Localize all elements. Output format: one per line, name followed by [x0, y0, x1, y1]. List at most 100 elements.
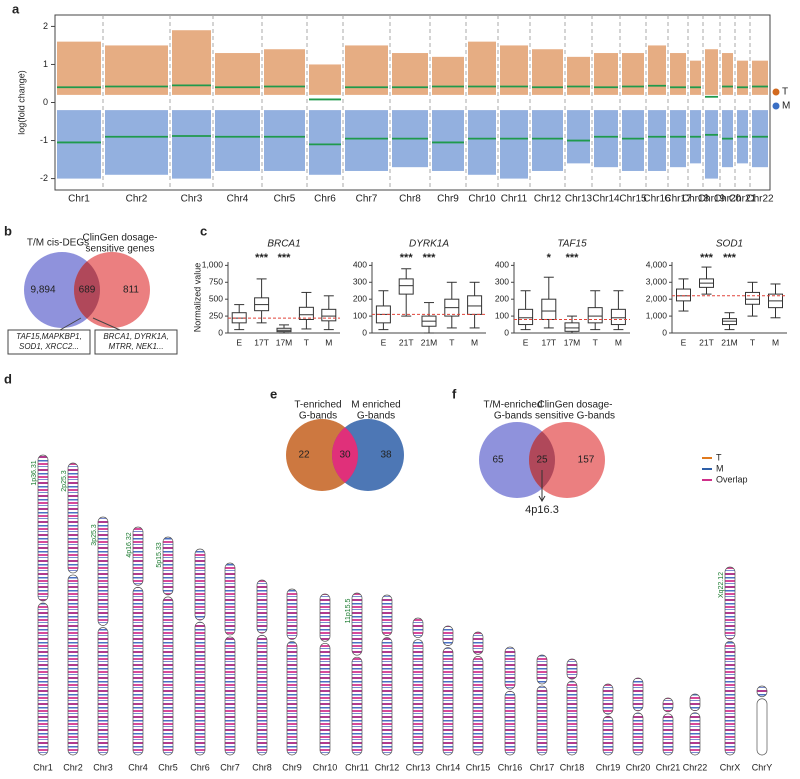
- point-cloud: [105, 110, 168, 175]
- y-tick-label: 200: [495, 293, 509, 303]
- venn-count: 157: [578, 455, 595, 466]
- chromosome-arm: [286, 588, 298, 640]
- significance: ***: [278, 252, 292, 264]
- significance: *: [547, 252, 552, 264]
- legend-swatch: [772, 88, 780, 96]
- chromosome-label: Chr16: [498, 762, 523, 772]
- chromosome-arm: [504, 646, 516, 690]
- chromosome-label: Chr10: [313, 762, 338, 772]
- chart-title: TAF15: [557, 239, 587, 250]
- venn-title: sensitive G-bands: [535, 411, 615, 422]
- venn-title: G-bands: [357, 411, 395, 422]
- chromosome-arm: [37, 454, 49, 602]
- x-tick-label: M: [471, 337, 478, 347]
- chromosome-arm: [442, 647, 454, 756]
- x-tick-label: Chr20: [714, 194, 742, 205]
- box: [467, 295, 483, 315]
- y-tick-label: 3,000: [646, 277, 668, 287]
- legend-label: M: [782, 101, 790, 112]
- legend-swatch: [772, 102, 780, 110]
- point-cloud: [648, 110, 666, 171]
- point-cloud: [752, 110, 768, 168]
- x-tick-label: T: [304, 337, 309, 347]
- chromosome-arm: [566, 658, 578, 680]
- callout-label: 4p16.3: [525, 504, 559, 516]
- x-tick-label: 21T: [399, 337, 414, 347]
- x-tick-label: E: [236, 337, 242, 347]
- band-label: 4p16.32: [126, 532, 133, 557]
- point-cloud: [57, 41, 101, 95]
- chart-title: BRCA1: [267, 239, 300, 250]
- x-tick-label: Chr7: [356, 194, 378, 205]
- point-cloud: [500, 110, 528, 179]
- venn-count: 9,894: [30, 285, 55, 296]
- chromosome-label: Chr22: [683, 762, 708, 772]
- chromosome-label: Chr9: [282, 762, 302, 772]
- chart-title: SOD1: [716, 239, 743, 250]
- y-tick-label: -1: [40, 135, 48, 145]
- chromosome-arm: [381, 594, 393, 636]
- chromosome-arm: [504, 690, 516, 756]
- x-tick-label: M: [325, 337, 332, 347]
- chromosome-label: Chr6: [190, 762, 210, 772]
- box: [398, 278, 414, 295]
- venn-count: 25: [536, 455, 548, 466]
- point-cloud: [345, 110, 388, 171]
- chromosome-arm: [162, 596, 174, 756]
- y-tick-label: 2,000: [646, 293, 668, 303]
- x-tick-label: Chr3: [181, 194, 203, 205]
- chromosome-arm: [319, 593, 331, 642]
- x-tick-label: Chr18: [682, 194, 710, 205]
- band-label: 2p25.3: [61, 470, 68, 492]
- x-tick-label: M: [772, 337, 779, 347]
- x-tick-label: Chr1: [68, 194, 90, 205]
- chromosome-arm: [602, 683, 614, 715]
- x-tick-label: Chr2: [126, 194, 148, 205]
- significance: ***: [255, 252, 269, 264]
- chromosome-arm: [351, 592, 363, 656]
- chromosome-arm: [286, 641, 298, 756]
- legend-label: T: [716, 452, 722, 462]
- venn-title: T-enriched: [294, 400, 341, 411]
- point-cloud: [172, 30, 211, 95]
- venn-title: sensitive genes: [86, 244, 155, 255]
- band-label: 1p36.31: [31, 460, 38, 485]
- x-tick-label: Chr9: [437, 194, 459, 205]
- point-cloud: [622, 53, 644, 95]
- chromosome-label: Chr20: [626, 762, 651, 772]
- chromosome-arm: [689, 712, 701, 756]
- box: [676, 288, 691, 302]
- venn-title: ClinGen dosage-: [82, 233, 157, 244]
- box: [745, 291, 760, 305]
- venn-title: G-bands: [299, 411, 337, 422]
- venn-count: 65: [492, 455, 504, 466]
- point-cloud: [105, 45, 168, 95]
- significance: ***: [423, 252, 437, 264]
- chromosome-arm: [381, 637, 393, 756]
- pointer: [59, 317, 82, 331]
- point-cloud: [264, 49, 305, 95]
- x-tick-label: Chr11: [501, 194, 528, 205]
- chromosome-label: Chr1: [33, 762, 53, 772]
- chromosome-arm: [37, 602, 49, 756]
- x-tick-label: Chr13: [565, 194, 593, 205]
- y-tick-label: 400: [353, 260, 367, 270]
- chromosome-arm: [67, 574, 79, 756]
- point-cloud: [264, 110, 305, 171]
- point-cloud: [172, 110, 211, 179]
- y-tick-label: 300: [353, 277, 367, 287]
- x-tick-label: Chr12: [534, 194, 562, 205]
- chromosome-arm: [472, 631, 484, 655]
- chromosome-arm: [632, 712, 644, 756]
- x-tick-label: 17M: [564, 337, 581, 347]
- point-cloud: [432, 56, 464, 95]
- panel-label: e: [270, 386, 277, 401]
- x-tick-label: Chr22: [746, 194, 774, 205]
- y-tick-label: 0: [43, 97, 48, 107]
- chromosome-label: Chr15: [466, 762, 491, 772]
- chromosome-arm: [97, 627, 109, 756]
- chromosome-arm: [319, 642, 331, 756]
- y-axis-label: Normalized value: [192, 263, 202, 333]
- chromosome-label: Chr5: [158, 762, 178, 772]
- point-cloud: [737, 60, 748, 95]
